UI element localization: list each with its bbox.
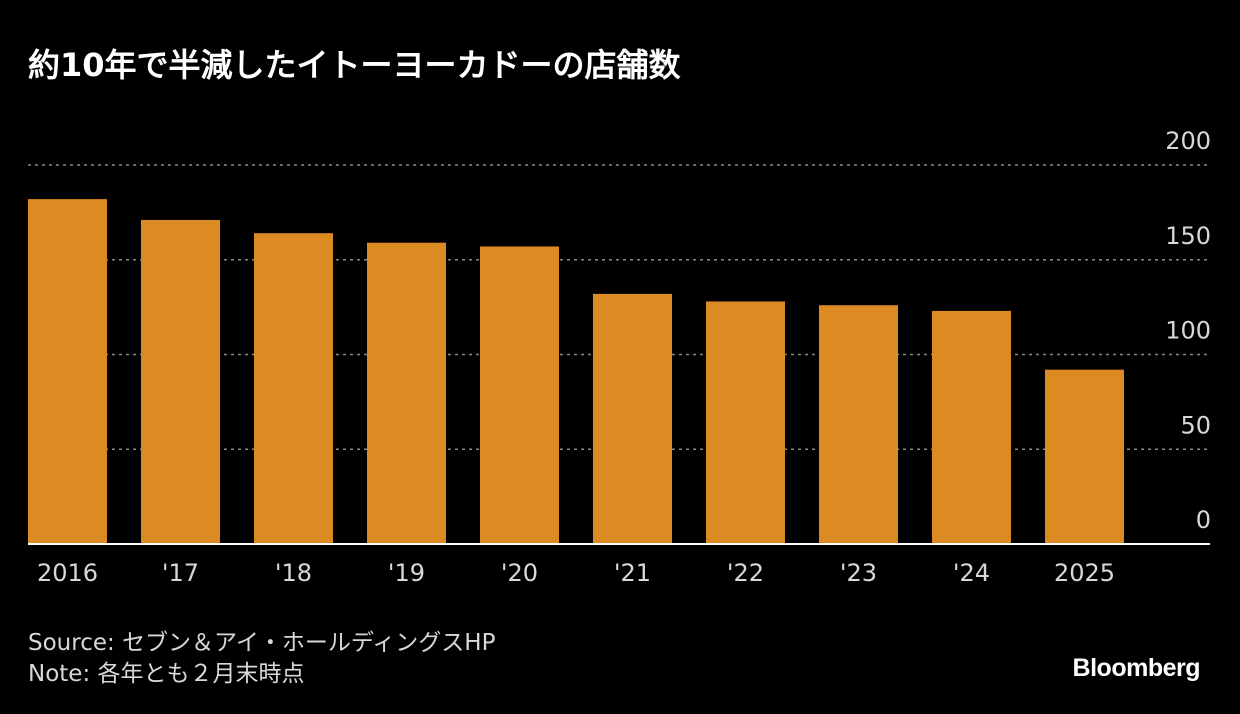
bar-23 — [819, 305, 898, 544]
bar-19 — [367, 242, 446, 544]
x-tick-label: '20 — [501, 559, 538, 587]
x-tick-label: 2016 — [37, 559, 98, 587]
y-tick-label: 0 — [1196, 506, 1211, 534]
bar-18 — [254, 233, 333, 544]
bars — [28, 199, 1124, 545]
y-tick-label: 200 — [1165, 127, 1211, 155]
bar-2016 — [28, 199, 107, 545]
x-tick-label: '21 — [614, 559, 651, 587]
x-tick-label: '22 — [727, 559, 764, 587]
source-note: Source: セブン＆アイ・ホールディングスHP — [28, 630, 496, 656]
x-tick-label: '18 — [275, 559, 312, 587]
note: Note: 各年とも２月末時点 — [28, 661, 305, 687]
bloomberg-logo: Bloomberg — [1072, 654, 1201, 682]
y-tick-label: 100 — [1165, 317, 1211, 345]
x-axis-labels: 2016 '17 '18 '19 '20 '21 '22 '23 '24 2025 — [37, 559, 1115, 587]
x-tick-label: '17 — [162, 559, 199, 587]
x-tick-label: '23 — [840, 559, 877, 587]
bar-chart: 0 50 100 150 200 2016 '17 '18 '19 '20 '21 '22 '23 '2… — [28, 127, 1211, 587]
x-tick-label: 2025 — [1054, 559, 1115, 587]
chart-title: 約10年で半減したイトーヨーカドーの店舗数 — [28, 46, 681, 84]
bar-17 — [141, 219, 220, 544]
footer: Source: セブン＆アイ・ホールディングスHP Note: 各年とも２月末時… — [28, 628, 495, 690]
y-tick-label: 150 — [1165, 222, 1211, 250]
y-axis-labels: 0 50 100 150 200 — [1165, 127, 1211, 534]
bar-22 — [706, 301, 785, 544]
bar-2025 — [1045, 369, 1124, 544]
x-tick-label: '24 — [953, 559, 990, 587]
x-tick-label: '19 — [388, 559, 425, 587]
y-tick-label: 50 — [1180, 411, 1211, 439]
bar-21 — [593, 293, 672, 544]
bar-24 — [932, 310, 1011, 544]
bar-20 — [480, 246, 559, 545]
